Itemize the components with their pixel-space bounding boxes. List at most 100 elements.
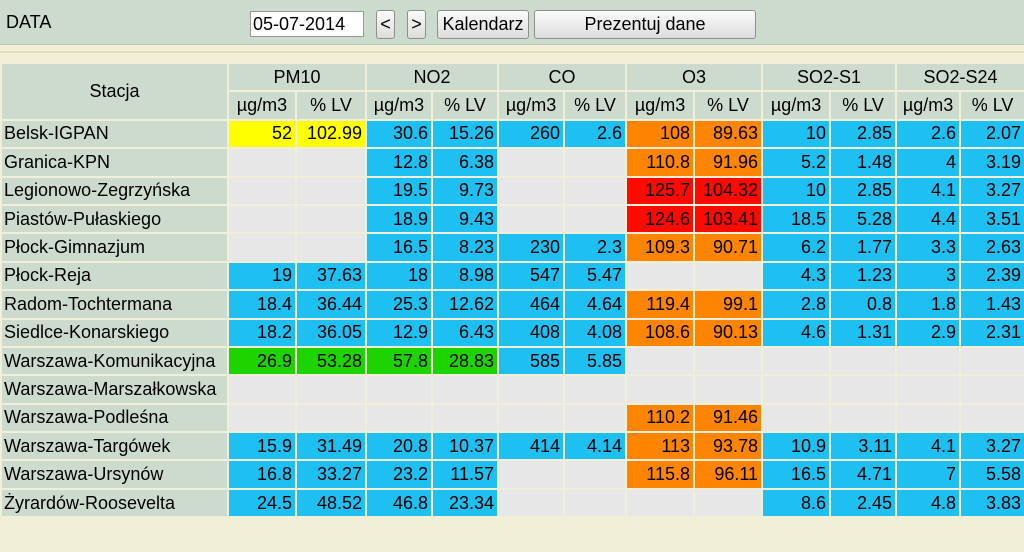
measurement-cell: 15.9 — [227, 431, 297, 462]
measurement-cell: 8.98 — [430, 260, 500, 292]
station-name: Warszawa-Podleśna — [0, 402, 229, 434]
measurement-cell — [365, 374, 433, 405]
measurement-cell — [497, 374, 566, 405]
measurement-cell: 260 — [497, 118, 566, 150]
table-row: Siedlce-Konarskiego 18.2 36.05 12.9 6.43 408 4… — [0, 317, 1024, 348]
measurement-cell — [625, 374, 696, 405]
station-name: Warszawa-Targówek — [0, 431, 229, 462]
measurement-cell: 3.27 — [959, 431, 1024, 462]
pollutant-header: NO2 — [364, 61, 500, 93]
measurement-cell — [497, 203, 566, 235]
measurement-cell: 25.3 — [365, 289, 433, 320]
measurement-cell: 15.26 — [430, 118, 500, 150]
measurement-cell: 91.46 — [693, 402, 764, 434]
measurement-cell: 23.2 — [365, 459, 433, 490]
measurement-cell: 10.9 — [761, 431, 832, 462]
measurement-cell — [625, 345, 696, 377]
measurement-cell: 1.48 — [829, 147, 898, 178]
measurement-cell: 89.63 — [693, 118, 764, 150]
table-row: Warszawa-Ursynów 16.8 33.27 23.2 11.57 115.8 9… — [0, 459, 1024, 490]
measurement-cell: 30.6 — [365, 118, 433, 150]
measurement-cell — [295, 402, 367, 434]
measurement-cell: 1.8 — [895, 289, 962, 320]
previous-day-button[interactable]: < — [376, 10, 395, 39]
measurement-cell: 9.43 — [430, 203, 500, 235]
unit-header: µg/m3 — [227, 90, 297, 121]
date-input[interactable] — [250, 11, 364, 37]
measurement-cell — [895, 374, 962, 405]
measurement-cell: 2.6 — [563, 118, 628, 150]
measurement-cell — [829, 402, 898, 434]
measurement-cell — [295, 175, 367, 206]
measurement-cell: 3.11 — [829, 431, 898, 462]
measurement-cell: 230 — [497, 232, 566, 263]
measurement-cell: 26.9 — [227, 345, 297, 377]
measurement-cell: 91.96 — [693, 147, 764, 178]
measurement-cell: 5.47 — [563, 260, 628, 292]
measurement-cell: 102.99 — [295, 118, 367, 150]
measurement-cell: 10 — [761, 118, 832, 150]
pollutant-header: SO2-S1 — [761, 61, 898, 93]
station-name: Płock-Gimnazjum — [0, 232, 229, 263]
unit-header: µg/m3 — [497, 90, 566, 121]
measurement-cell: 5.85 — [563, 345, 628, 377]
table-row: Belsk-IGPAN 52 102.99 30.6 15.26 260 2.6 108 89.… — [0, 118, 1024, 150]
next-day-button[interactable]: > — [407, 10, 426, 39]
measurement-cell — [959, 345, 1024, 377]
measurement-cell: 4.64 — [563, 289, 628, 320]
measurement-cell: 0.8 — [829, 289, 898, 320]
measurement-cell — [693, 374, 764, 405]
table-row: Warszawa-Podleśna 110.2 91.46 — [0, 402, 1024, 434]
station-name: Belsk-IGPAN — [0, 118, 229, 150]
measurement-cell: 4.6 — [761, 317, 832, 348]
measurement-cell — [295, 147, 367, 178]
pollutant-header: PM10 — [227, 61, 367, 93]
measurement-cell — [563, 402, 628, 434]
table-row: Płock-Gimnazjum 16.5 8.23 230 2.3 109.3 90.71 6… — [0, 232, 1024, 263]
measurement-cell: 8.23 — [430, 232, 500, 263]
table-row: Warszawa-Komunikacyjna 26.9 53.28 57.8 28.83… — [0, 345, 1024, 377]
measurement-cell — [693, 487, 764, 519]
measurement-cell — [227, 203, 297, 235]
measurement-cell — [227, 402, 297, 434]
measurement-cell: 48.52 — [295, 487, 367, 519]
measurement-cell: 110.2 — [625, 402, 696, 434]
measurement-cell: 3.51 — [959, 203, 1024, 235]
measurement-cell: 31.49 — [295, 431, 367, 462]
measurement-cell: 464 — [497, 289, 566, 320]
table-row: Legionowo-Zegrzyńska 19.5 9.73 125.7 104.32 1… — [0, 175, 1024, 206]
measurement-cell: 408 — [497, 317, 566, 348]
measurement-cell: 12.62 — [430, 289, 500, 320]
percent-lv-header: % LV — [693, 90, 764, 121]
measurement-cell: 23.34 — [430, 487, 500, 519]
measurement-cell: 2.8 — [761, 289, 832, 320]
table-row: Żyrardów-Roosevelta 24.5 48.52 46.8 23.34 8.6… — [0, 487, 1024, 519]
measurement-cell: 3.27 — [959, 175, 1024, 206]
measurement-cell: 19 — [227, 260, 297, 292]
measurement-cell: 90.71 — [693, 232, 764, 263]
station-name: Płock-Reja — [0, 260, 229, 292]
measurement-cell: 16.5 — [365, 232, 433, 263]
measurement-cell: 2.6 — [895, 118, 962, 150]
measurement-cell: 18.4 — [227, 289, 297, 320]
calendar-button[interactable]: Kalendarz — [437, 10, 529, 39]
measurement-cell: 18.2 — [227, 317, 297, 348]
measurement-cell — [959, 402, 1024, 434]
measurement-cell — [227, 147, 297, 178]
measurement-cell — [563, 203, 628, 235]
measurement-cell — [895, 345, 962, 377]
measurement-cell — [829, 374, 898, 405]
measurement-cell — [497, 175, 566, 206]
table-body: Belsk-IGPAN 52 102.99 30.6 15.26 260 2.6 108 89.… — [0, 118, 1024, 519]
measurement-cell: 5.28 — [829, 203, 898, 235]
measurement-cell: 2.9 — [895, 317, 962, 348]
measurement-cell: 115.8 — [625, 459, 696, 490]
pollutant-header: O3 — [625, 61, 764, 93]
measurement-cell: 1.77 — [829, 232, 898, 263]
pollutant-header: CO — [497, 61, 628, 93]
measurement-cell: 96.11 — [693, 459, 764, 490]
present-data-button[interactable]: Prezentuj dane — [534, 10, 756, 39]
measurement-cell — [625, 487, 696, 519]
measurement-cell — [895, 402, 962, 434]
station-column-header: Stacja — [0, 62, 229, 121]
